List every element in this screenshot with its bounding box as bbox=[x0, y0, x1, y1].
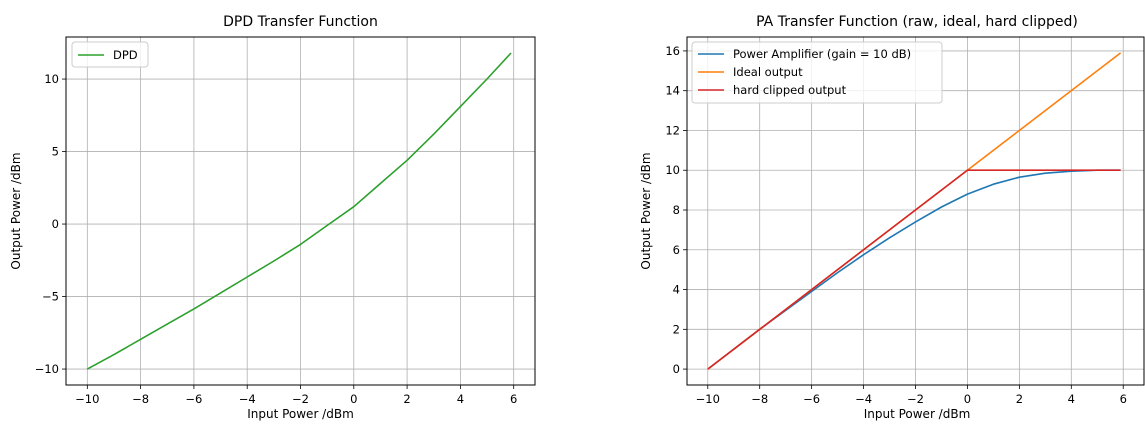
y-tick-label: 2 bbox=[673, 322, 680, 336]
y-tick-label: 14 bbox=[665, 84, 680, 98]
series-lines bbox=[86, 52, 512, 370]
y-tick-label: −10 bbox=[35, 362, 59, 376]
series-line-1 bbox=[86, 52, 512, 370]
y-tick-label: 10 bbox=[665, 163, 680, 177]
legend-label: DPD bbox=[113, 48, 138, 62]
x-tick-label: −4 bbox=[239, 392, 256, 406]
x-tick-label: 2 bbox=[1016, 392, 1023, 406]
chart-title: PA Transfer Function (raw, ideal, hard c… bbox=[756, 14, 1078, 30]
grid bbox=[66, 37, 535, 385]
y-ticks: 0 2 4 6 8 10 12 14 16 bbox=[665, 44, 687, 376]
legend-label: Power Amplifier (gain = 10 dB) bbox=[733, 47, 911, 61]
legend-label: Ideal output bbox=[733, 65, 803, 79]
y-tick-label: 0 bbox=[52, 217, 59, 231]
y-axis-label: Output Power /dBm bbox=[639, 152, 653, 269]
legend: DPD bbox=[71, 41, 149, 68]
y-tick-label: 16 bbox=[665, 44, 680, 58]
y-axis-label: Output Power /dBm bbox=[9, 152, 23, 269]
y-tick-label: 5 bbox=[52, 145, 59, 159]
x-ticks: −10 −8 −6 −4 −2 0 2 4 6 bbox=[696, 385, 1127, 406]
x-tick-label: −10 bbox=[75, 392, 99, 406]
y-tick-label: 0 bbox=[673, 362, 680, 376]
legend-box bbox=[71, 41, 149, 68]
x-tick-label: −10 bbox=[696, 392, 720, 406]
series-line-3 bbox=[707, 169, 1121, 370]
x-tick-label: −6 bbox=[185, 392, 202, 406]
x-tick-label: 4 bbox=[457, 392, 464, 406]
series-lines bbox=[707, 52, 1122, 370]
x-tick-label: −8 bbox=[751, 392, 768, 406]
y-tick-label: 8 bbox=[673, 203, 680, 217]
y-tick-label: 6 bbox=[673, 243, 680, 257]
x-tick-label: −8 bbox=[132, 392, 149, 406]
x-axis-label: Input Power /dBm bbox=[864, 407, 971, 421]
y-tick-label: 4 bbox=[673, 283, 680, 297]
y-tick-label: −5 bbox=[42, 290, 59, 304]
y-ticks: −10 −5 0 5 10 bbox=[35, 72, 66, 376]
x-tick-label: 6 bbox=[510, 392, 517, 406]
x-tick-label: −4 bbox=[855, 392, 872, 406]
x-ticks: −10 −8 −6 −4 −2 0 2 4 6 bbox=[75, 385, 517, 406]
dpd-chart: DPD Transfer Function −10 −8 −6 −4 −2 0 2 4 6 −1… bbox=[9, 14, 536, 421]
x-tick-label: 4 bbox=[1068, 392, 1075, 406]
y-tick-label: 10 bbox=[44, 72, 59, 86]
x-tick-label: 2 bbox=[403, 392, 410, 406]
legend: Power Amplifier (gain = 10 dB) Ideal outp… bbox=[691, 41, 943, 104]
x-tick-label: −2 bbox=[907, 392, 924, 406]
pa-chart: PA Transfer Function (raw, ideal, hard c… bbox=[639, 14, 1145, 421]
legend-box bbox=[691, 41, 943, 104]
x-tick-label: 0 bbox=[964, 392, 971, 406]
x-axis-label: Input Power /dBm bbox=[247, 407, 354, 421]
x-tick-label: 0 bbox=[350, 392, 357, 406]
y-tick-label: 12 bbox=[665, 123, 680, 137]
x-tick-label: −6 bbox=[803, 392, 820, 406]
legend-label: hard clipped output bbox=[733, 83, 847, 97]
chart-title: DPD Transfer Function bbox=[223, 14, 378, 30]
x-tick-label: 6 bbox=[1120, 392, 1127, 406]
x-tick-label: −2 bbox=[292, 392, 309, 406]
